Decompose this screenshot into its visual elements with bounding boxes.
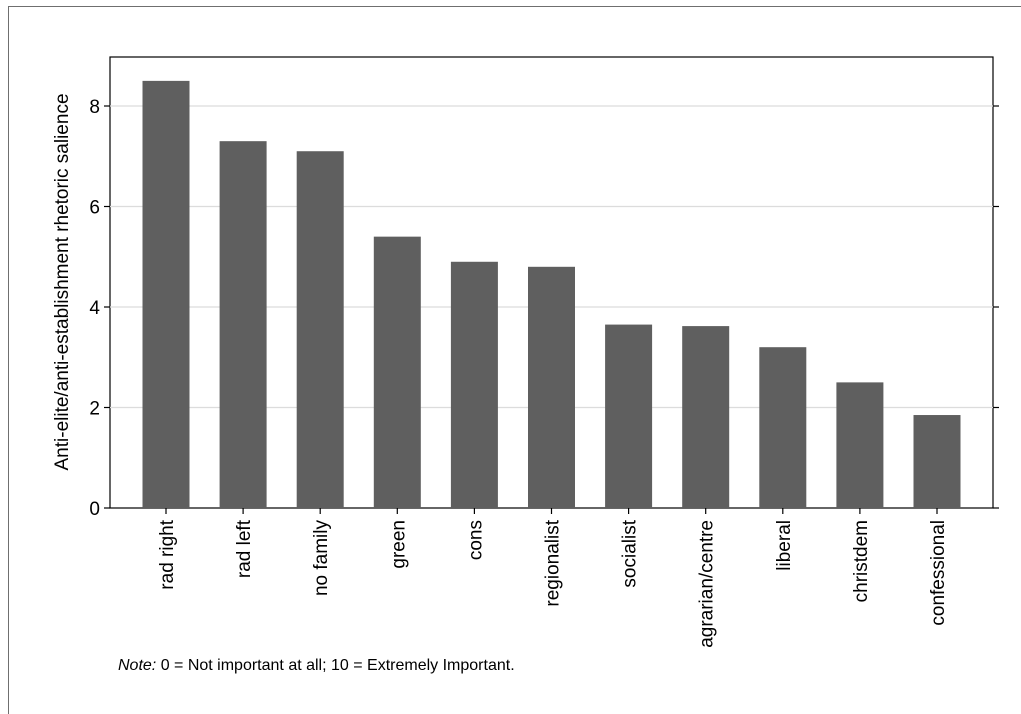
bar xyxy=(142,80,190,508)
x-tick-label: agrarian/centre xyxy=(697,520,718,648)
figure-frame xyxy=(8,6,1021,714)
x-tick-label: liberal xyxy=(774,520,795,571)
y-axis-title: Anti-elite/anti-establishment rhetoric s… xyxy=(52,93,73,470)
x-tick-label: green xyxy=(388,520,409,569)
note-prefix: Note: xyxy=(118,657,157,674)
bar xyxy=(373,236,421,508)
bars xyxy=(142,80,961,509)
x-tick-label: rad left xyxy=(234,519,255,578)
bar xyxy=(682,326,730,508)
bar xyxy=(450,261,498,508)
y-tick-label: 2 xyxy=(89,399,100,420)
x-tick-label: regionalist xyxy=(543,519,564,606)
y-tick-label: 4 xyxy=(89,298,100,319)
y-tick-label: 0 xyxy=(89,499,100,520)
x-tick-label: cons xyxy=(465,520,486,560)
x-tick-label: christdem xyxy=(851,520,872,602)
y-tick-label: 6 xyxy=(89,198,100,219)
x-tick-label: no family xyxy=(311,520,332,597)
bar xyxy=(836,382,884,508)
bar xyxy=(913,415,961,508)
bar xyxy=(759,347,807,508)
bar xyxy=(528,266,575,508)
chart-note: Note: 0 = Not important at all; 10 = Ext… xyxy=(118,657,515,675)
x-tick-label: rad right xyxy=(157,519,178,589)
bar xyxy=(219,141,267,509)
y-axis-ticks: 0 2 4 6 8 xyxy=(89,97,999,520)
y-tick-label: 8 xyxy=(89,97,100,118)
note-text: 0 = Not important at all; 10 = Extremely… xyxy=(156,657,515,674)
x-axis-ticks: rad right rad left no family green cons regio… xyxy=(157,508,949,648)
x-tick-label: confessional xyxy=(928,520,949,626)
bar xyxy=(605,324,653,508)
x-tick-label: socialist xyxy=(620,519,641,587)
bar xyxy=(296,151,344,508)
